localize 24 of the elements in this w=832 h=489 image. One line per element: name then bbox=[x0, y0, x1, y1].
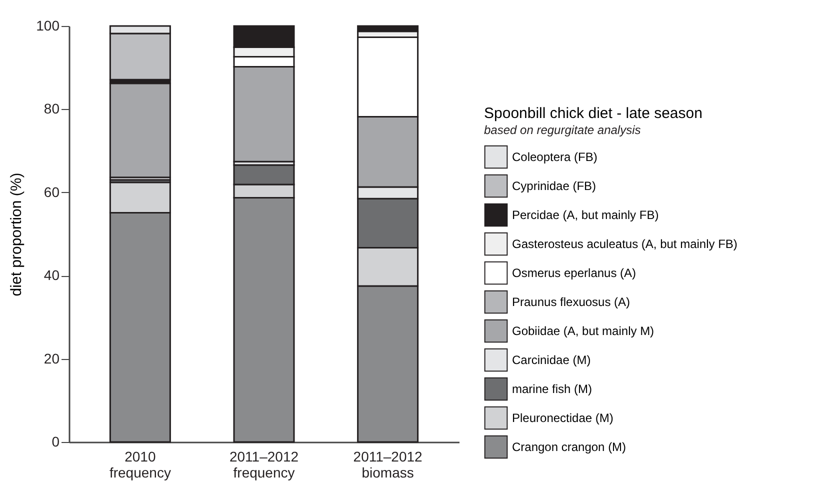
legend-label: Cyprinidae (FB) bbox=[512, 179, 596, 193]
legend-label: Gobiidae (A, but mainly M) bbox=[512, 324, 654, 338]
legend-label: Praunus flexuosus (A) bbox=[512, 295, 630, 309]
x-tick-label: 2010 frequency bbox=[109, 448, 171, 480]
legend-label: Percidae (A, but mainly FB) bbox=[512, 208, 659, 222]
legend-label: Osmerus eperlanus (A) bbox=[512, 266, 636, 280]
y-tick-label: 20 bbox=[44, 350, 60, 366]
y-tick-label: 80 bbox=[44, 100, 60, 117]
text: based on regurgitate analysis bbox=[484, 123, 641, 137]
y-tick-label: 60 bbox=[44, 184, 60, 200]
y-tick-label: 40 bbox=[44, 267, 60, 284]
legend-title: Spoonbill chick diet - late season bbox=[484, 105, 702, 122]
legend-label: Carcinidae (M) bbox=[512, 353, 591, 367]
x-tick-label: 2011–2012 biomass bbox=[353, 448, 423, 480]
y-tick-label: 0 bbox=[52, 434, 60, 450]
legend-label: Coleoptera (FB) bbox=[512, 150, 598, 164]
legend-label: Crangon crangon (M) bbox=[512, 440, 626, 454]
legend-label: marine fish (M) bbox=[512, 382, 592, 396]
y-tick-label: 100 bbox=[36, 18, 60, 34]
bar bbox=[109, 82, 171, 178]
y-axis-title: diet proportion (%) bbox=[8, 172, 26, 296]
x-tick-label: 2011–2012 frequency bbox=[229, 448, 299, 480]
legend-label: Gasterosteus aculeatus (A, but mainly FB) bbox=[512, 237, 738, 251]
legend-label: Pleuronectidae (M) bbox=[512, 411, 614, 425]
